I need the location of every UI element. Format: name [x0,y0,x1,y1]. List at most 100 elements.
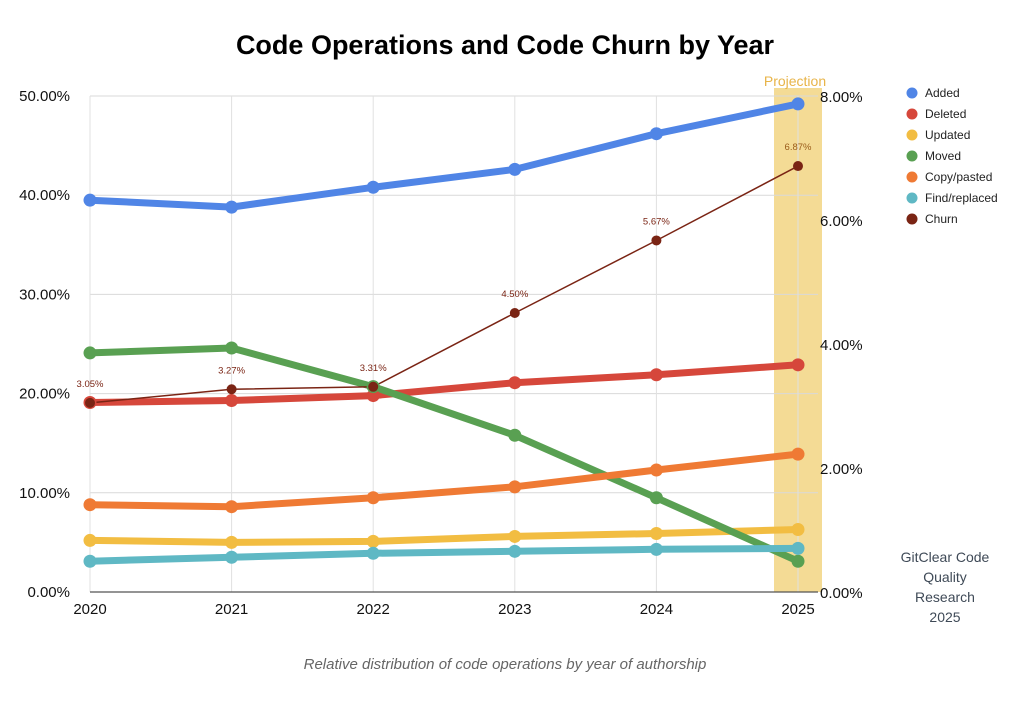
data-point-updated [225,535,239,549]
churn-data-label: 3.31% [360,363,387,374]
data-point-copy-pasted [508,480,522,494]
y-right-tick-label: 8.00% [820,89,863,106]
data-point-find-replaced [225,550,239,564]
legend-label: Updated [925,128,970,142]
series-line-added [86,100,802,211]
data-point-churn [368,381,379,392]
legend: Added Deleted Updated Moved Copy/pasted Find/… [906,86,998,226]
x-tick-label: 2024 [640,601,673,618]
series-line-deleted [86,361,802,406]
source-note-line: Quality [923,569,967,585]
churn-data-label: 4.50% [501,289,528,300]
data-point-moved [508,428,522,442]
series-line-copy-pasted [86,450,802,511]
legend-swatch-copy-pasted [906,171,918,183]
source-note: GitClear Code Quality Research 2025 [901,549,990,625]
data-point-updated [649,526,663,540]
churn-data-label: 3.05% [77,379,104,390]
data-point-deleted [508,376,522,390]
data-point-deleted [649,368,663,382]
y-axis-right: 0.00% 2.00% 4.00% 6.00% 8.00% [820,89,863,602]
legend-swatch-find-replaced [906,192,918,204]
data-point-find-replaced [83,554,97,568]
y-left-tick-label: 20.00% [19,386,70,403]
data-point-moved [83,346,97,360]
legend-label: Find/replaced [925,191,998,205]
data-point-churn [226,384,237,395]
series-line-updated [86,526,802,546]
x-tick-label: 2025 [781,601,814,618]
x-tick-label: 2023 [498,601,531,618]
source-note-line: 2025 [929,609,960,625]
x-axis: 2020 2021 2022 2023 2024 2025 [73,601,814,618]
data-point-churn [85,397,95,408]
data-point-copy-pasted [225,500,239,514]
data-point-copy-pasted [649,463,663,477]
legend-label: Copy/pasted [925,170,992,184]
y-right-tick-label: 0.00% [820,585,863,602]
data-point-find-replaced [508,544,522,558]
data-point-updated [83,533,97,547]
legend-label: Moved [925,149,961,163]
data-point-find-replaced [649,542,663,556]
legend-swatch-churn [906,213,918,225]
source-note-line: Research [915,589,975,605]
y-right-tick-label: 6.00% [820,213,863,230]
data-point-moved [225,341,239,355]
data-point-deleted [225,394,239,408]
churn-data-labels: 3.05% 3.27% 3.31% 4.50% 5.67% 6.87% [77,142,812,390]
series-line-moved [86,344,802,565]
legend-swatch-updated [906,129,918,141]
legend-label: Churn [925,212,958,226]
y-left-tick-label: 50.00% [19,88,70,105]
data-point-added [649,127,663,141]
series-line-churn [89,165,799,404]
series-lines [86,100,802,565]
x-tick-label: 2020 [73,601,106,618]
data-point-added [366,180,380,194]
legend-label: Deleted [925,107,966,121]
y-left-tick-label: 0.00% [27,584,70,601]
x-tick-label: 2021 [215,601,248,618]
data-point-churn [509,308,520,318]
data-point-copy-pasted [366,491,380,505]
data-point-deleted [791,358,805,372]
data-point-added [508,162,522,176]
data-point-updated [508,529,522,543]
data-point-churn [651,235,662,246]
projection-label: Projection [764,73,826,89]
data-point-updated [366,534,380,548]
data-point-moved [791,554,805,568]
y-left-tick-label: 30.00% [19,286,70,303]
series-points [83,97,805,568]
y-left-tick-label: 40.00% [19,187,70,204]
data-point-copy-pasted [791,447,805,461]
churn-data-label: 6.87% [785,142,812,153]
chart-caption: Relative distribution of code operations… [304,656,707,673]
churn-data-label: 5.67% [643,216,670,227]
data-point-added [225,200,239,214]
data-point-added [791,97,805,111]
legend-label: Added [925,86,960,100]
chart-title: Code Operations and Code Churn by Year [236,30,775,60]
data-point-moved [649,491,663,505]
legend-swatch-added [906,87,918,99]
data-point-deleted [366,389,380,403]
data-point-updated [791,523,805,537]
source-note-line: GitClear Code [901,549,990,565]
y-axis-left: 0.00% 10.00% 20.00% 30.00% 40.00% 50.00% [19,88,70,601]
churn-data-label: 3.27% [218,365,245,376]
data-point-copy-pasted [83,498,97,512]
y-right-tick-label: 4.00% [820,337,863,354]
series-line-find-replaced [86,544,802,565]
legend-swatch-deleted [906,108,918,120]
data-point-churn [793,161,803,172]
data-point-find-replaced [791,541,805,555]
data-point-find-replaced [366,546,380,560]
data-point-added [83,193,97,207]
y-right-tick-label: 2.00% [820,461,863,478]
legend-swatch-moved [906,150,918,162]
y-left-tick-label: 10.00% [19,485,70,502]
x-tick-label: 2022 [357,601,390,618]
